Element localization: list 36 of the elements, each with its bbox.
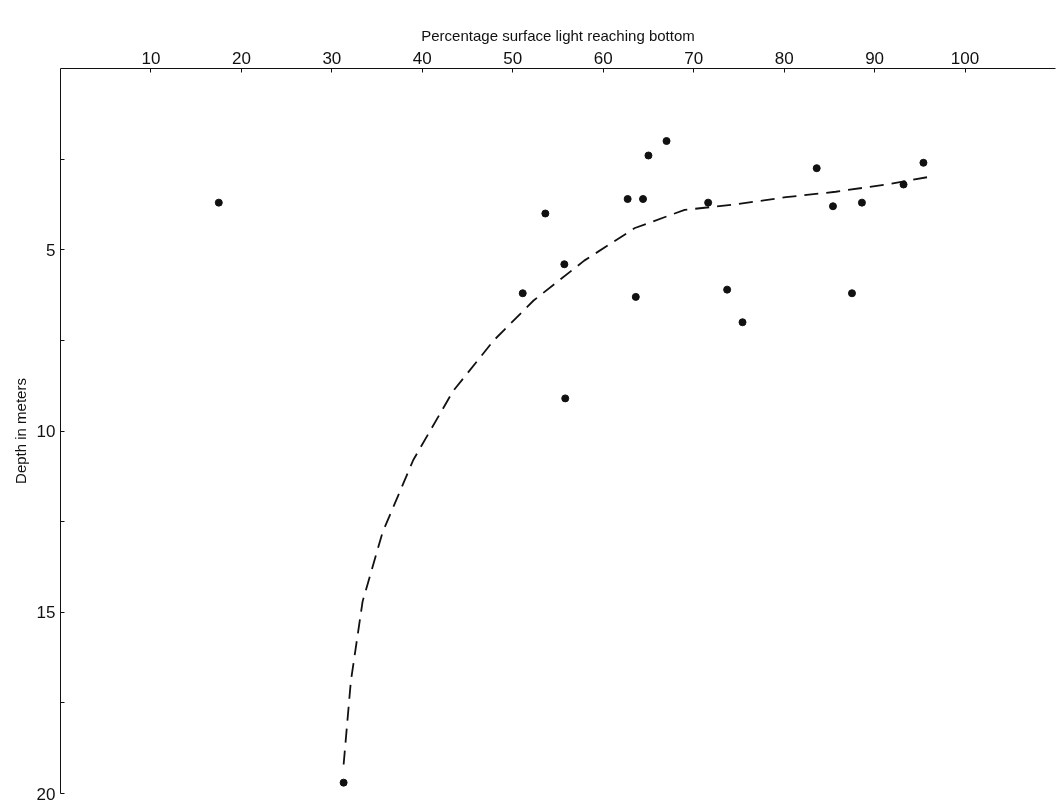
x-tick-label: 40: [412, 48, 432, 68]
x-tick-label: 30: [322, 48, 342, 68]
y-axis-title: Depth in meters: [11, 378, 29, 484]
x-tick-label: 70: [684, 48, 704, 68]
x-tick-label: 60: [593, 48, 613, 68]
line-series: [342, 176, 928, 766]
x-tick-label: 80: [774, 48, 794, 68]
point: [857, 198, 866, 207]
point: [560, 260, 569, 269]
point: [812, 164, 821, 173]
point: [644, 151, 653, 160]
point: [631, 292, 640, 301]
point: [623, 195, 632, 203]
y-tick-label: 5: [46, 240, 56, 260]
x-tick-label: 100: [950, 48, 980, 68]
point: [339, 778, 348, 787]
point: [662, 137, 671, 145]
y-tick-label: 20: [36, 784, 56, 804]
y-tick-label: 10: [36, 422, 56, 441]
point: [847, 289, 856, 298]
point: [704, 198, 713, 207]
point: [561, 394, 570, 403]
point: [214, 198, 223, 207]
x-tick-label: 10: [141, 48, 161, 68]
x-tick-label: 50: [503, 48, 523, 68]
x-tick-label: 90: [865, 48, 885, 68]
x-axis-title: Percentage surface light reaching bottom: [421, 26, 695, 44]
y-tick-label: 15: [36, 603, 56, 623]
point: [639, 195, 648, 203]
point: [828, 202, 837, 211]
x-tick-label: 20: [231, 48, 251, 68]
point: [723, 285, 732, 294]
point: [518, 289, 527, 298]
point: [919, 158, 928, 167]
point: [541, 209, 550, 218]
point: [738, 318, 747, 327]
